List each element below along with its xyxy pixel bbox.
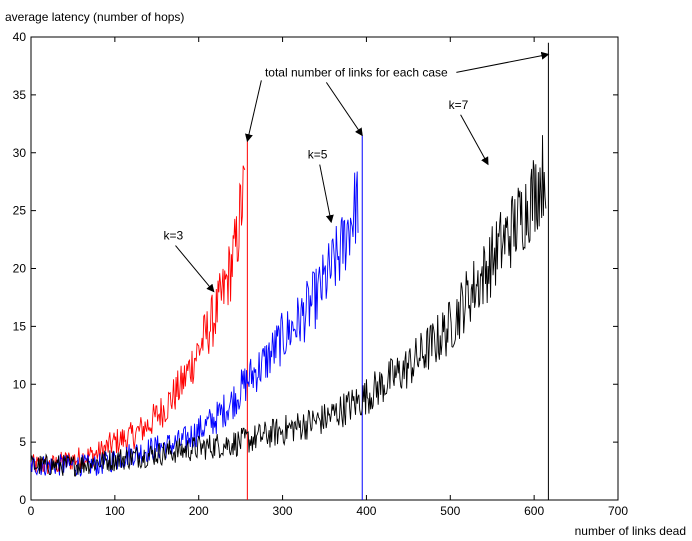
y-tick-label: 20	[13, 262, 27, 276]
y-axis-ticks: 0 5 10 15 20 25 30 35 40	[13, 30, 618, 507]
x-tick-label: 200	[189, 504, 209, 518]
x-tick-label: 600	[524, 504, 544, 518]
annotation-arrow	[245, 80, 262, 143]
x-tick-label: 100	[105, 504, 125, 518]
y-tick-label: 25	[13, 204, 27, 218]
annotation-arrow	[460, 114, 489, 166]
x-tick-label: 300	[273, 504, 293, 518]
annotation-label-k7: k=7	[449, 98, 469, 112]
annotation-arrow	[175, 245, 215, 293]
y-tick-label: 40	[13, 30, 27, 44]
y-tick-label: 10	[13, 377, 27, 391]
series-line-k7	[30, 135, 547, 477]
annotation-label-k5: k=5	[308, 148, 328, 162]
x-tick-label: 700	[608, 504, 628, 518]
y-tick-label: 0	[19, 493, 26, 507]
annotation-total-links: total number of links for each case	[265, 65, 448, 79]
annotation-arrow	[456, 51, 550, 73]
x-tick-label: 400	[356, 504, 376, 518]
annotations-layer: k=3 k=5 k=7 total number of links for each …	[163, 51, 550, 293]
y-tick-label: 35	[13, 88, 27, 102]
annotation-arrow	[325, 82, 363, 137]
y-tick-label: 15	[13, 319, 27, 333]
series-layer	[30, 42, 549, 500]
x-tick-label: 500	[440, 504, 460, 518]
y-tick-label: 30	[13, 146, 27, 160]
annotation-arrow	[319, 164, 334, 224]
y-tick-label: 5	[19, 435, 26, 449]
x-tick-label: 0	[28, 504, 35, 518]
annotation-label-k3: k=3	[163, 229, 183, 243]
x-axis-title: number of links dead	[575, 524, 686, 538]
y-axis-title: average latency (number of hops)	[5, 10, 184, 24]
series-line-k5	[30, 171, 359, 477]
x-axis-ticks: 0 100 200 300 400 500 600 700	[28, 37, 628, 518]
